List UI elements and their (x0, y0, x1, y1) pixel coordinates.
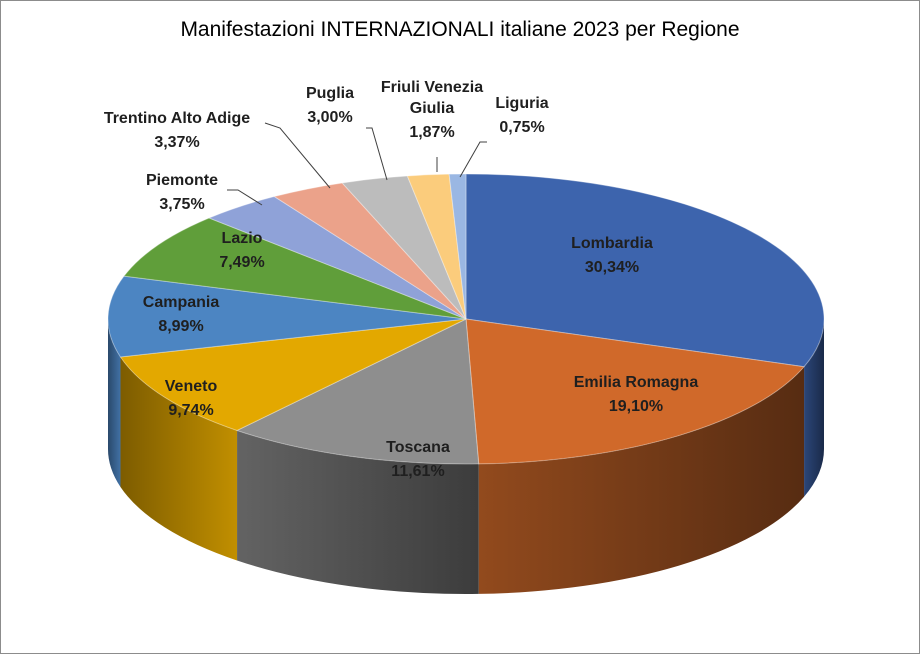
value-emilia-romagna: 19,10% (609, 398, 663, 415)
side-lombardia (804, 319, 824, 497)
chart-title: Manifestazioni INTERNAZIONALI italiane 2… (180, 18, 740, 41)
leader-lines (227, 122, 487, 206)
value-lombardia: 30,34% (585, 259, 639, 276)
slice-piemonte (207, 195, 467, 320)
slice-puglia (341, 175, 467, 320)
label-liguria: Liguria (495, 95, 548, 112)
label-piemonte: Piemonte (146, 172, 218, 189)
label-friuli-venezia-giulia: Giulia (410, 100, 455, 117)
data-labels: Lombardia 30,34% Emilia Romagna 19,10% Tosca… (104, 79, 699, 480)
value-veneto: 9,74% (168, 402, 213, 419)
label-campania: Campania (143, 294, 220, 311)
leader-puglia (366, 127, 388, 181)
leader-trentino-alto-adige (264, 122, 331, 189)
pie-slices (107, 173, 825, 465)
pie-sides (108, 319, 824, 594)
slice-veneto (119, 318, 467, 432)
side-emilia-romagna (478, 366, 805, 594)
label-toscana: Toscana (386, 439, 450, 456)
label-lombardia: Lombardia (571, 235, 653, 252)
side-veneto (120, 356, 238, 561)
slice-trentino-alto-adige (273, 182, 467, 320)
value-trentino-alto-adige: 3,37% (154, 134, 199, 151)
label-friuli-venezia-giulia: Friuli Venezia (381, 79, 483, 96)
value-puglia: 3,00% (307, 109, 352, 126)
slice-toscana (235, 318, 480, 465)
slice-liguria (448, 173, 467, 320)
slice-lombardia (465, 173, 825, 368)
value-friuli-venezia-giulia: 1,87% (409, 124, 454, 141)
slice-emilia-romagna (465, 318, 806, 465)
label-puglia: Puglia (306, 85, 354, 102)
label-trentino-alto-adige: Trentino Alto Adige (104, 110, 250, 127)
value-liguria: 0,75% (499, 119, 544, 136)
label-lazio: Lazio (222, 230, 263, 247)
label-veneto: Veneto (165, 378, 218, 395)
leader-liguria (459, 141, 487, 178)
value-campania: 8,99% (158, 318, 203, 335)
slice-lazio (123, 217, 467, 320)
side-campania (108, 319, 121, 487)
side-toscana (237, 430, 479, 594)
value-lazio: 7,49% (219, 254, 264, 271)
leader-piemonte (227, 189, 263, 206)
slice-campania (107, 275, 467, 358)
slice-friuli-venezia-giulia (406, 173, 467, 320)
value-toscana: 11,61% (391, 463, 444, 480)
value-piemonte: 3,75% (159, 196, 204, 213)
label-emilia-romagna: Emilia Romagna (574, 374, 699, 391)
